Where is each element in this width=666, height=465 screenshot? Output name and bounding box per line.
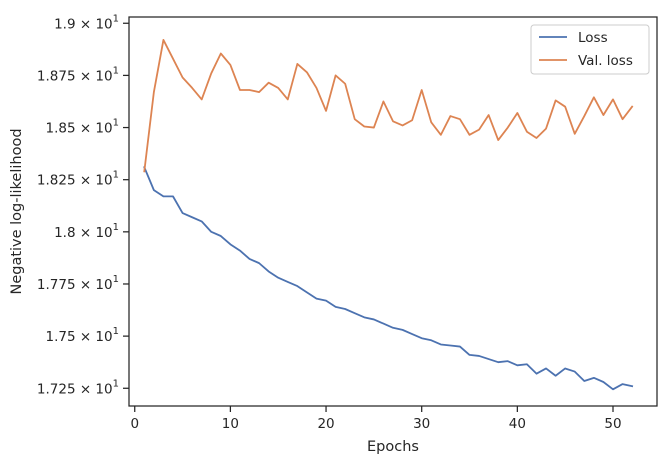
y-tick-label: 1.725 × 101 — [37, 378, 119, 397]
series-layer — [143, 39, 634, 391]
y-tick-label: 1.875 × 101 — [37, 65, 119, 84]
y-tick-label: 1.775 × 101 — [37, 274, 119, 293]
series-line-val-loss — [143, 39, 634, 173]
y-tick-label: 1.9 × 101 — [54, 13, 119, 32]
x-tick-label: 20 — [317, 416, 334, 432]
legend-label: Loss — [578, 30, 608, 46]
axes-frame — [128, 16, 658, 407]
y-tick-label: 1.75 × 101 — [45, 326, 119, 345]
x-tick-label: 50 — [604, 416, 621, 432]
legend: Loss Val. loss — [530, 24, 650, 75]
x-axis-label: Epochs — [367, 439, 419, 455]
x-tick-label: 30 — [413, 416, 430, 432]
x-tick-label: 0 — [130, 416, 139, 432]
y-tick-label: 1.8 × 101 — [54, 222, 119, 241]
x-tick-label: 10 — [222, 416, 239, 432]
x-tick-label: 40 — [509, 416, 526, 432]
legend-label: Val. loss — [578, 53, 633, 69]
x-axis: 0 10 20 30 40 50 — [130, 406, 622, 432]
series-line-loss — [143, 166, 634, 391]
y-tick-label: 1.85 × 101 — [45, 118, 119, 137]
y-axis: 1.725 × 101 1.75 × 101 1.775 × 101 1.8 × 10… — [37, 13, 129, 397]
y-tick-label: 1.825 × 101 — [37, 170, 119, 189]
y-axis-label: Negative log-likelihood — [9, 128, 25, 294]
